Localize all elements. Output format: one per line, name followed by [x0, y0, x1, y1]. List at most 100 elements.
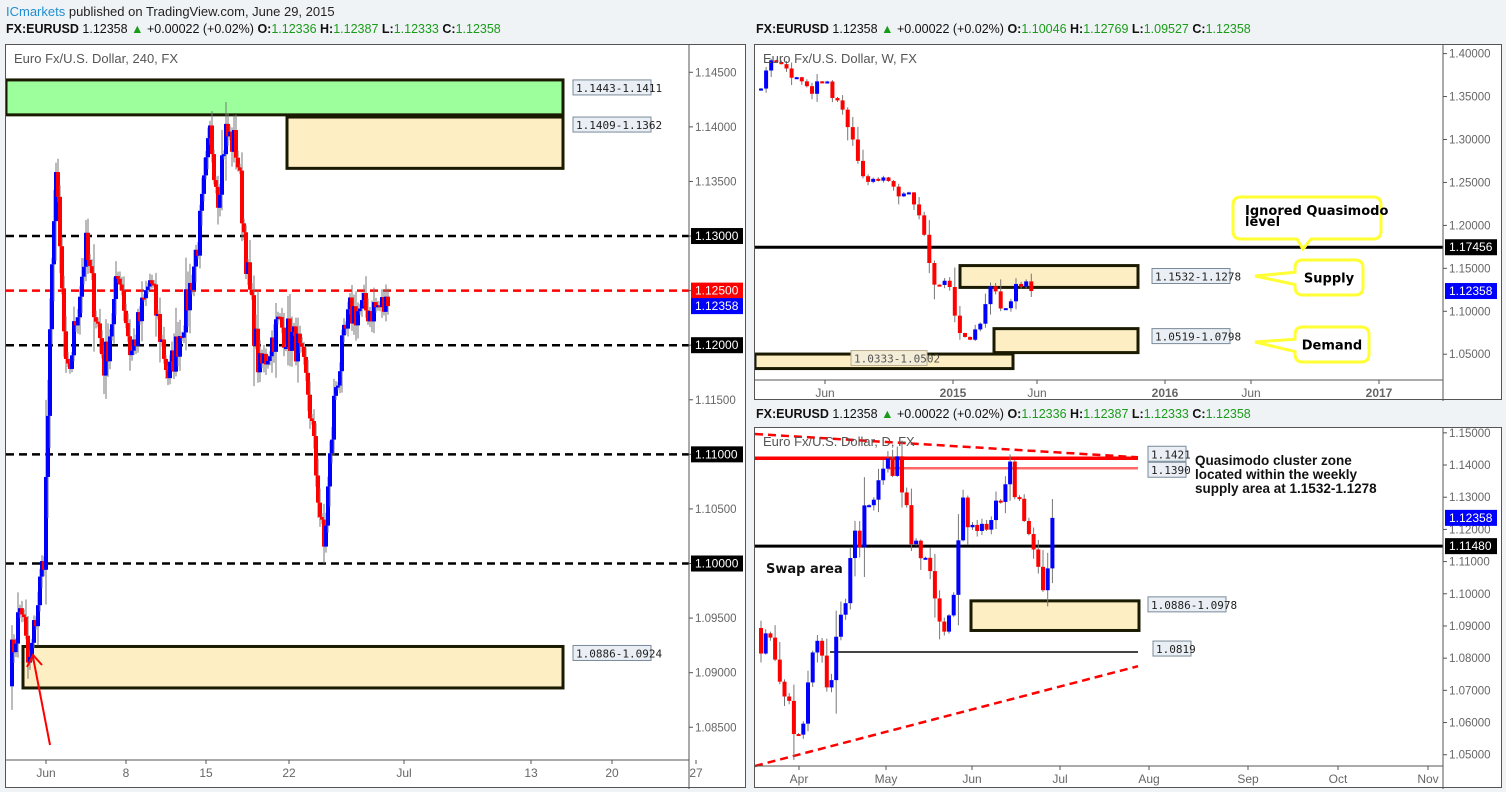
candle-body [876, 480, 881, 500]
candle-body [810, 652, 815, 683]
candle-body [1029, 281, 1034, 292]
candle-body [178, 336, 182, 357]
candle-body [1024, 281, 1029, 287]
x-tick-label: Nov [1417, 772, 1438, 786]
candle-body [116, 276, 120, 279]
zone-label-text: 1.1443-1.1411 [576, 82, 662, 95]
last-price-tag [1445, 509, 1497, 526]
svg-text:Demand: Demand [1302, 339, 1363, 354]
price-tag-text: 1.12000 [695, 338, 739, 352]
candle-body [1019, 283, 1024, 287]
candle-body [226, 123, 230, 137]
candle-body [308, 394, 312, 419]
candle-body [332, 395, 336, 440]
y-tick-label: 1.09000 [1449, 621, 1491, 633]
zone-label [572, 644, 652, 661]
candle-body [204, 157, 208, 176]
candle-body [168, 361, 172, 379]
candle-body [895, 456, 900, 476]
candle-body [48, 329, 52, 416]
candle-body [1026, 520, 1031, 535]
candle-body [885, 458, 890, 469]
last-price-tag-text: 1.12358 [695, 299, 739, 313]
candle-body [979, 523, 984, 531]
candle-body [850, 127, 855, 140]
y-tick-label: 1.15000 [1449, 428, 1491, 440]
y-tick-label: 1.13500 [695, 176, 737, 188]
candle-body [824, 655, 829, 688]
price-tag [691, 282, 743, 299]
candle-body [108, 336, 112, 362]
y-tick-label: 1.14000 [695, 122, 737, 134]
x-tick-label: Apr [790, 772, 809, 786]
y-tick-label: 1.15000 [1449, 263, 1491, 275]
candle-body [983, 304, 988, 324]
candle-body [326, 486, 330, 526]
candle-body [192, 266, 196, 291]
candle-body [124, 310, 128, 324]
y-tick-label: 1.14000 [1449, 460, 1491, 472]
up-arrow-icon: ▲ [881, 407, 894, 421]
candle-body [264, 353, 268, 365]
zone-rect [285, 115, 565, 170]
candle-body [118, 278, 122, 285]
x-tick-label: Jul [396, 766, 411, 780]
candle-body [937, 284, 942, 287]
candle-body [900, 456, 904, 493]
candle-body [58, 196, 62, 247]
last-price-tag-text: 1.12358 [1449, 284, 1493, 298]
candle-body [188, 282, 192, 311]
x-tick-label: 8 [123, 766, 130, 780]
candle-body [829, 680, 834, 688]
chart-title: Euro Fx/U.S. Dollar, D, FX [763, 434, 915, 449]
x-tick-label: 2015 [940, 386, 967, 400]
y-tick-label: 1.08000 [1449, 653, 1491, 665]
candle-body [917, 204, 922, 216]
candle-body [126, 323, 130, 337]
candle-body [154, 284, 158, 316]
candle-body [843, 603, 848, 615]
candle-body [957, 315, 962, 334]
price-tag-text: 1.11000 [695, 447, 738, 461]
candle-body [830, 81, 835, 99]
candle-body [336, 385, 340, 388]
zone-label [572, 116, 652, 133]
candle-body [975, 524, 980, 531]
y-tick-label: 1.11500 [695, 395, 736, 407]
candle-body [782, 681, 787, 697]
x-tick-label: Jun [36, 766, 55, 780]
candle-body [268, 356, 272, 361]
candle-body [1014, 283, 1018, 302]
chart-panel-h4[interactable]: 1.1443-1.1411 1.1409-1.1362 1.0886-1.0924 1… [5, 44, 746, 789]
candle-body [312, 420, 316, 437]
candle-body [342, 324, 346, 336]
candle-body [60, 246, 64, 289]
qm-annotation: Quasimodo cluster zone [1195, 453, 1352, 468]
y-tick-label: 1.14500 [695, 67, 737, 79]
candle-body [918, 540, 923, 559]
candle-body [1031, 534, 1036, 550]
price-tag [691, 555, 743, 572]
candle-body [815, 640, 820, 653]
x-tick-label: Jun [1027, 386, 1046, 400]
candle-body [970, 524, 975, 528]
candle-body [965, 497, 970, 528]
candle-body [52, 221, 56, 265]
svg-text:Ignored Quasimodo: Ignored Quasimodo [1245, 204, 1388, 219]
candle-body [94, 317, 98, 322]
price-tag [691, 228, 743, 245]
candle-body [32, 620, 36, 643]
chart-panel-weekly[interactable]: 1.1532-1.1278 1.0519-1.0798 1.0333-1.0502 1… [754, 44, 1502, 401]
candle-body [759, 88, 763, 91]
zone-label-text: 1.1421 [1151, 448, 1191, 461]
candle-body [280, 317, 284, 328]
x-tick-label: Aug [1138, 772, 1159, 786]
candle-body [838, 614, 843, 637]
chart-panel-daily[interactable]: 1.0886-1.0978 1.1421 1.1390 1.0819 1.15000 1.… [754, 427, 1502, 789]
price-tag-text: 1.12500 [695, 284, 739, 298]
y-tick-label: 1.10500 [695, 504, 737, 516]
author-link[interactable]: ICmarkets [6, 4, 66, 19]
price-tag [1445, 538, 1497, 555]
svg-text:Supply: Supply [1304, 272, 1355, 287]
zone-label [1147, 461, 1187, 478]
